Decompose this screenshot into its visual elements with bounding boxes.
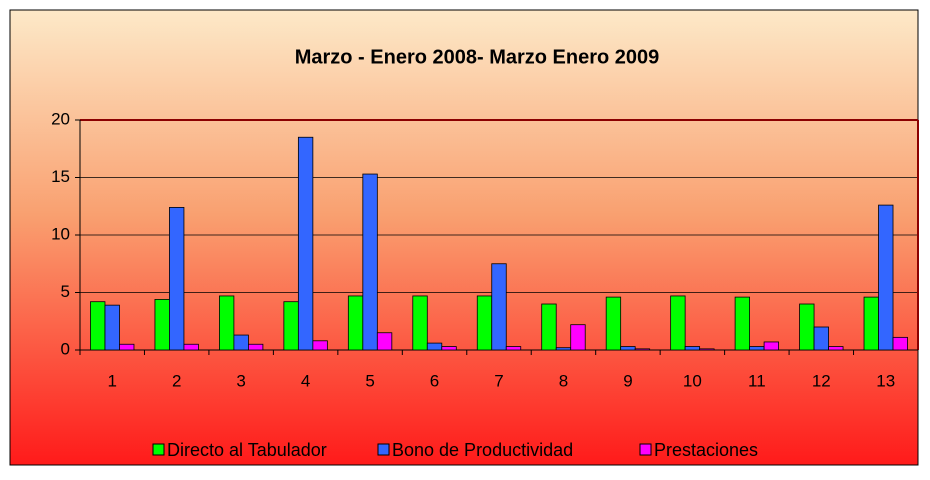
- legend-label: Directo al Tabulador: [167, 440, 327, 460]
- x-tick-label: 3: [236, 371, 245, 390]
- bar: [412, 295, 428, 351]
- legend-swatch: [377, 443, 390, 456]
- bar: [605, 296, 622, 351]
- bar: [491, 263, 507, 351]
- bar: [828, 346, 844, 351]
- x-tick-label: 7: [494, 371, 503, 390]
- bar: [892, 336, 908, 351]
- chart-background: [9, 9, 919, 466]
- bar: [183, 343, 199, 351]
- y-tick-label: 10: [51, 224, 70, 243]
- bar: [233, 334, 249, 351]
- bar: [863, 296, 879, 351]
- bar: [90, 301, 106, 351]
- bar: [620, 346, 636, 351]
- bar: [476, 295, 493, 351]
- bar: [541, 303, 557, 351]
- legend-swatch: [639, 443, 652, 456]
- y-tick-label: 15: [51, 167, 70, 186]
- bar: [362, 173, 378, 351]
- bar: [312, 340, 328, 351]
- x-tick-label: 9: [623, 371, 632, 390]
- bar: [799, 303, 815, 351]
- y-tick-label: 0: [61, 339, 70, 358]
- bar: [763, 341, 779, 351]
- bar: [749, 346, 765, 351]
- x-tick-label: 1: [107, 371, 116, 390]
- bar: [297, 136, 314, 351]
- bar: [734, 296, 750, 351]
- bar: [555, 347, 572, 351]
- x-tick-label: 10: [683, 371, 702, 390]
- x-tick-label: 2: [172, 371, 181, 390]
- bar: [219, 295, 235, 351]
- legend-swatch: [152, 443, 165, 456]
- y-tick-label: 20: [51, 109, 70, 128]
- bar: [104, 304, 120, 351]
- bar: [441, 346, 457, 351]
- x-tick-label: 5: [365, 371, 374, 390]
- bar: [684, 346, 701, 351]
- x-tick-label: 8: [559, 371, 568, 390]
- bar: [426, 342, 443, 351]
- x-tick-label: 12: [812, 371, 831, 390]
- bar: [169, 206, 185, 351]
- x-tick-label: 11: [748, 371, 766, 390]
- bar: [119, 343, 135, 351]
- y-tick-label: 5: [61, 282, 70, 301]
- bar: [699, 348, 715, 351]
- x-tick-label: 6: [430, 371, 439, 390]
- bar: [154, 298, 170, 351]
- chart-title: Marzo - Enero 2008- Marzo Enero 2009: [295, 46, 660, 68]
- bar: [634, 348, 651, 351]
- bar: [670, 295, 686, 351]
- x-tick-label: 13: [876, 371, 895, 390]
- bar: [813, 326, 829, 351]
- bar: [283, 301, 299, 351]
- bar: [505, 346, 522, 351]
- bar: [878, 204, 894, 351]
- x-tick-label: 4: [301, 371, 310, 390]
- legend-label: Prestaciones: [654, 440, 758, 460]
- bar: [347, 295, 364, 351]
- bar: [248, 343, 264, 351]
- bar: [376, 332, 393, 351]
- bar: [570, 324, 586, 351]
- legend-label: Bono de Productividad: [392, 440, 573, 460]
